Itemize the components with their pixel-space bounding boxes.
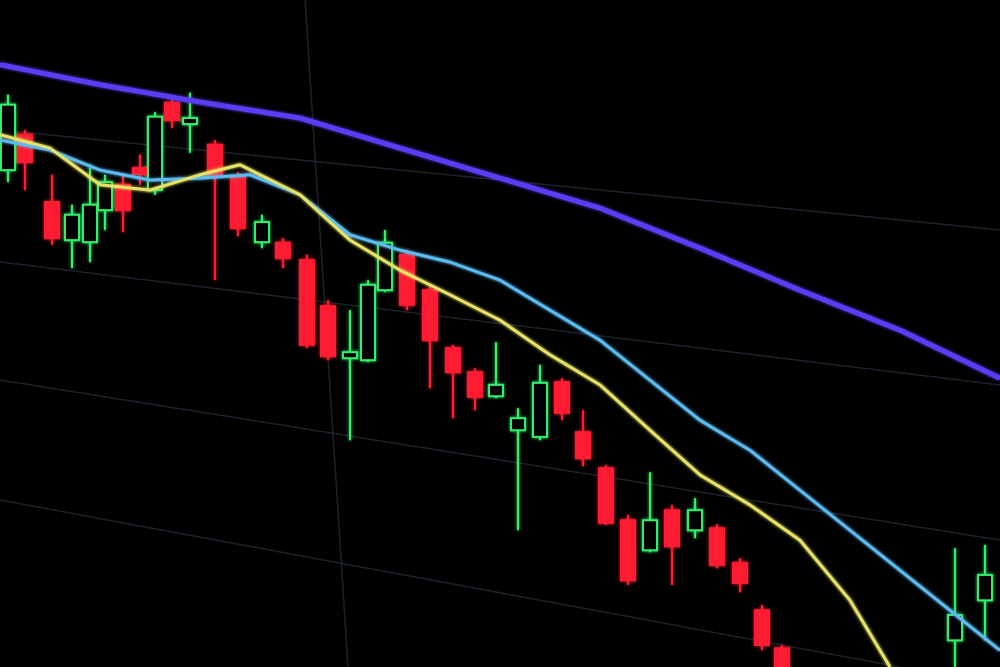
candle-body — [82, 203, 98, 244]
moving-averages — [0, 62, 1000, 667]
candle-body — [97, 181, 113, 212]
moving-average-line — [0, 62, 1000, 381]
candle-body — [64, 213, 80, 242]
candle-body — [44, 201, 60, 240]
candles — [0, 92, 993, 667]
grid-line-horizontal — [0, 261, 1000, 386]
candle-body — [754, 609, 770, 646]
candle-body — [598, 467, 614, 524]
moving-average-line — [0, 133, 892, 667]
candle-body — [732, 561, 748, 584]
grid-line-horizontal — [0, 379, 1000, 541]
candle-body — [664, 509, 680, 548]
candle-body — [422, 289, 438, 342]
candle-body — [977, 573, 993, 602]
candle-body — [299, 259, 315, 346]
candle-body — [342, 351, 358, 360]
candle-body — [182, 117, 198, 126]
candle-body — [320, 305, 336, 358]
candle-body — [709, 527, 725, 566]
candle-body — [774, 647, 790, 667]
candle-body — [642, 519, 658, 552]
candle-body — [467, 371, 483, 398]
candle-body — [254, 221, 270, 244]
candle-body — [115, 183, 131, 212]
grid-line-horizontal — [0, 499, 901, 667]
candle-body — [230, 175, 246, 230]
candle-body — [207, 143, 223, 176]
candle-body — [360, 283, 376, 362]
candle-body — [399, 253, 415, 306]
candle-body — [510, 417, 526, 432]
candle-body — [488, 383, 504, 398]
candle-body — [687, 509, 703, 532]
candle-body — [620, 519, 636, 582]
candle-body — [275, 241, 291, 260]
candle-body — [575, 431, 591, 460]
candle-body — [132, 167, 148, 176]
moving-average-line — [0, 138, 1000, 652]
candle-body — [445, 347, 461, 374]
candle-body — [532, 381, 548, 438]
candle-body — [164, 101, 180, 122]
candle-body — [554, 381, 570, 414]
candle-body — [377, 241, 393, 292]
